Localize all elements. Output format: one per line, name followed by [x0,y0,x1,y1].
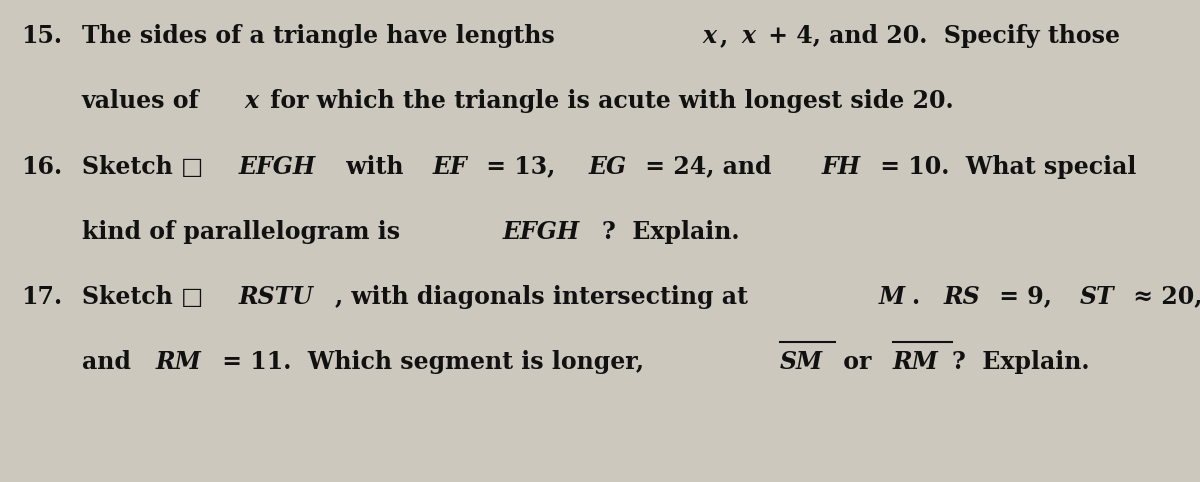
Text: RM: RM [155,350,202,374]
Text: x: x [244,90,258,113]
Text: EG: EG [588,155,626,178]
Text: 16.: 16. [22,155,62,178]
Text: = 24, and: = 24, and [637,155,780,178]
Text: for which the triangle is acute with longest side 20.: for which the triangle is acute with lon… [263,90,954,113]
Text: or: or [835,350,880,374]
Text: with: with [338,155,412,178]
Text: Sketch □: Sketch □ [82,155,203,178]
Text: RM: RM [893,350,938,374]
Text: SM: SM [780,350,823,374]
Text: values of: values of [82,90,208,113]
Text: The sides of a triangle have lengths: The sides of a triangle have lengths [82,25,563,48]
Text: EF: EF [433,155,468,178]
Text: RS: RS [943,285,980,308]
Text: M: M [878,285,905,308]
Text: ?  Explain.: ? Explain. [952,350,1090,374]
Text: = 13,: = 13, [478,155,563,178]
Text: EFGH: EFGH [239,155,316,178]
Text: x: x [702,25,716,48]
Text: 15.: 15. [22,25,62,48]
Text: + 4, and 20.  Specify those: + 4, and 20. Specify those [760,25,1120,48]
Text: kind of parallelogram is: kind of parallelogram is [82,220,408,243]
Text: x: x [742,25,756,48]
Text: ≈ 20,: ≈ 20, [1124,285,1200,308]
Text: ?  Explain.: ? Explain. [602,220,740,243]
Text: , with diagonals intersecting at: , with diagonals intersecting at [335,285,756,308]
Text: EFGH: EFGH [503,220,580,243]
Text: = 9,: = 9, [991,285,1060,308]
Text: RSTU: RSTU [239,285,313,308]
Text: 17.: 17. [22,285,62,308]
Text: ,: , [720,25,737,48]
Text: ST: ST [1080,285,1115,308]
Text: FH: FH [822,155,860,178]
Text: .: . [912,285,936,308]
Text: = 11.  Which segment is longer,: = 11. Which segment is longer, [215,350,653,374]
Text: Sketch □: Sketch □ [82,285,203,308]
Text: and: and [82,350,139,374]
Text: = 10.  What special: = 10. What special [872,155,1136,178]
